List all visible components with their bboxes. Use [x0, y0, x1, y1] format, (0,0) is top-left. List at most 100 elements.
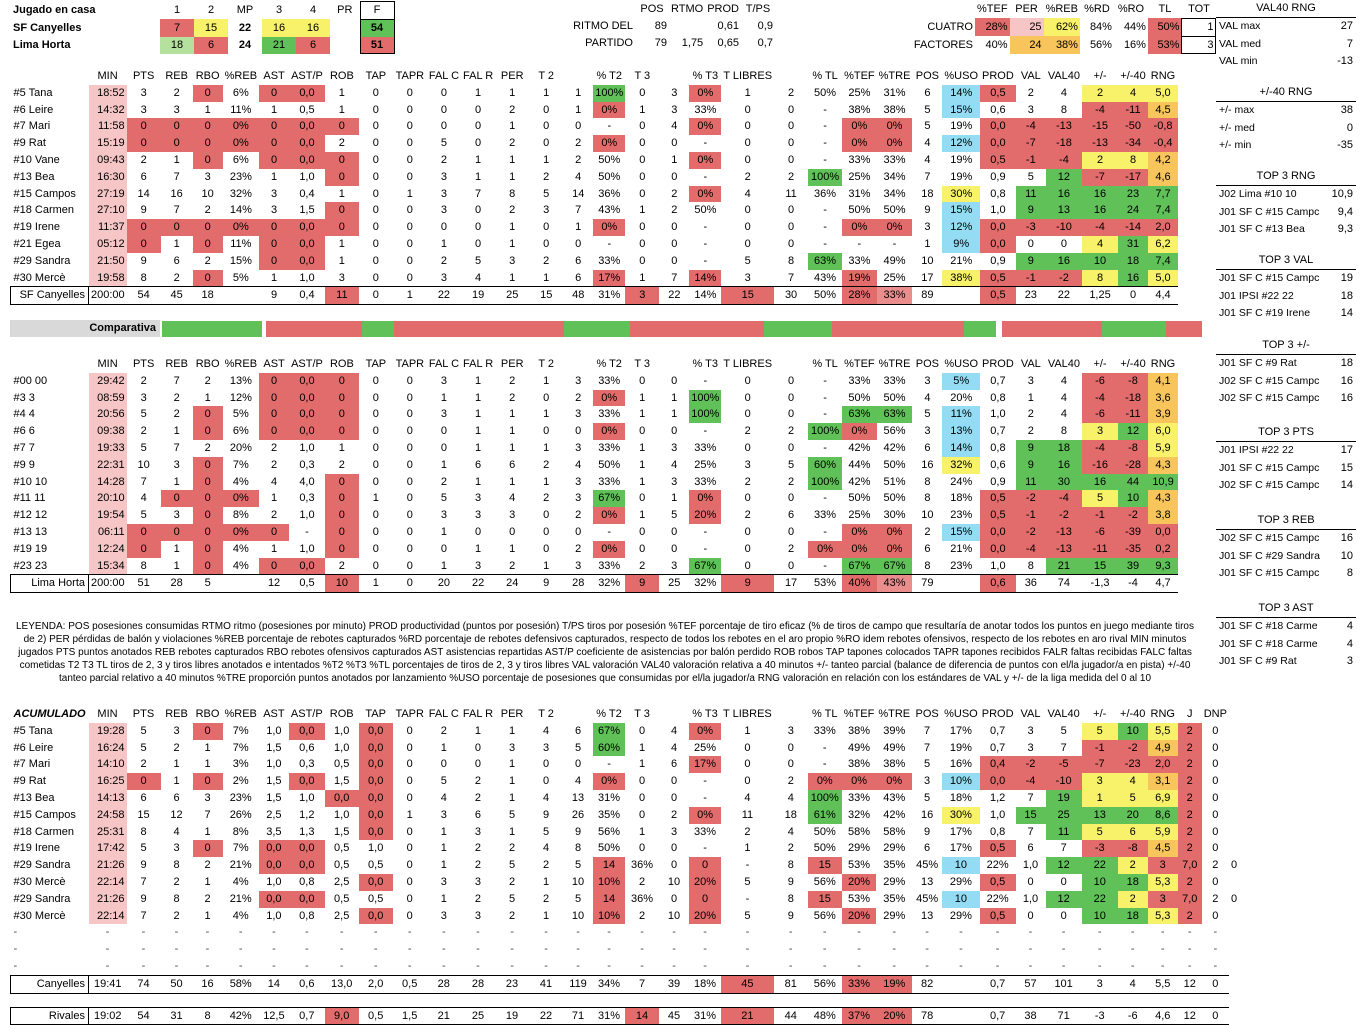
cell: 20:10 — [88, 490, 127, 508]
cell: -4 — [1015, 540, 1046, 558]
cell: -28 — [1118, 456, 1149, 474]
cell: 0 — [744, 542, 751, 555]
cell: 3 — [204, 791, 211, 804]
cell: 14 — [137, 187, 150, 200]
cell: 78 — [912, 1006, 943, 1025]
side-label: VAL min — [1219, 55, 1258, 68]
cell: - — [13, 926, 18, 939]
cell: 2 — [440, 475, 447, 488]
cell: 3 — [1147, 857, 1178, 874]
cell: 0,0 — [358, 722, 393, 740]
factors-table: %TEF PER %REB %RD %RO TL TOT CUATRO 28% 25 62% 84% 4… — [905, 1, 1217, 55]
side-value: 17 — [1340, 444, 1353, 457]
cell: 1 — [575, 221, 582, 234]
cell: 1 — [638, 825, 646, 838]
cell: 2 — [509, 137, 516, 150]
cell: - — [823, 221, 827, 234]
cell: 15 — [1015, 806, 1046, 824]
cell: 1 — [508, 791, 516, 804]
cell: 1 — [639, 391, 646, 404]
cell: 0 — [126, 219, 161, 236]
cell: 2 — [204, 254, 211, 267]
cell: FAL C — [426, 356, 462, 373]
cell: 0 — [192, 118, 223, 136]
player-row: #4 4 20:56 5 2 0 5% 0 0,0 0 0 0 3 1 1 1 3 33% 1 1 100% 0 0-63… — [11, 406, 1179, 424]
cell: 7% — [232, 458, 249, 471]
cell: 0 — [126, 235, 161, 253]
cell: 0% — [593, 101, 626, 119]
cell: 0 — [406, 374, 413, 387]
cell: 0 — [1212, 875, 1219, 888]
cell: 0 — [406, 441, 413, 454]
cell: 7 — [671, 271, 678, 284]
cell: 3 — [173, 509, 180, 522]
cell: 0 — [372, 271, 379, 284]
cell: 06:11 — [88, 523, 127, 541]
cell: 54 — [359, 19, 395, 37]
cell: 4 — [924, 391, 931, 404]
cell: 0 — [542, 775, 550, 788]
cell: - — [823, 237, 827, 250]
cell: 18% — [950, 492, 973, 505]
cell: 35% — [598, 808, 621, 821]
cell: 0,0 — [358, 789, 393, 807]
cell: 0 — [372, 559, 379, 572]
cell: - — [703, 374, 708, 387]
cell: 3 — [440, 909, 447, 922]
cell: 1 — [440, 825, 447, 838]
cell: 0,0 — [358, 823, 393, 841]
cell: - — [607, 525, 612, 538]
cell: 0 — [372, 221, 379, 234]
cell: T 3 — [625, 68, 660, 85]
player-row: #00 00 29:42 2 7 2 13% 0 0,0 0 0 0 3 1 2 1 3 33% 0 0-0 0-33… — [11, 372, 1179, 390]
cell: 0,0 — [358, 806, 393, 824]
cell: 1 — [508, 724, 516, 737]
cell: 22:14 — [88, 873, 127, 891]
cell: -1 — [1015, 151, 1046, 169]
cell: 0 — [1230, 892, 1238, 905]
cell: 1 — [638, 758, 646, 771]
cell: - — [544, 943, 548, 956]
cell: - — [788, 959, 793, 972]
cell: 5 — [574, 859, 582, 872]
cell: 32% — [689, 574, 722, 594]
cell: 23 — [495, 974, 530, 994]
cell: 4 — [1060, 391, 1067, 404]
cell: 18 — [1117, 907, 1148, 925]
side-label: J01 SF C #29 Sandra — [1219, 549, 1320, 562]
cell: 16 — [1082, 202, 1119, 220]
cell: 0 — [575, 525, 582, 538]
cell: 15% — [942, 202, 981, 220]
side-label: J01 SF C #15 Campc — [1219, 567, 1320, 580]
cell: 4 — [575, 458, 582, 471]
cell: 8 — [924, 475, 931, 488]
cell: 1,0 — [334, 741, 350, 754]
cell: 19% — [949, 741, 972, 754]
cell — [330, 19, 360, 36]
cell: 1 — [543, 559, 550, 572]
cell: 3 — [173, 103, 180, 116]
cell: 1 — [542, 875, 550, 888]
cell: 42% — [848, 441, 871, 454]
cell: 4,0 — [299, 475, 315, 488]
cell: 1,3 — [299, 825, 315, 838]
cell: %USO — [942, 356, 981, 373]
cell: 9,3 — [1148, 557, 1179, 575]
side-label: J01 IPSI #22 22 — [1219, 289, 1294, 302]
cell: 1,2 — [989, 791, 1006, 804]
side-label: VAL med — [1219, 37, 1262, 50]
cell: 0 — [744, 153, 751, 166]
cell: - — [823, 120, 827, 133]
cell: 0,5 — [980, 84, 1016, 102]
cell: 31 — [160, 1006, 193, 1025]
cell: #5 Tana — [13, 86, 53, 99]
cell: - — [1187, 926, 1192, 939]
cell: 6 — [788, 509, 795, 522]
side-label: J02 Lima #10 10 — [1219, 188, 1297, 201]
cell: 0 — [324, 540, 359, 558]
cell: 4 — [574, 775, 582, 788]
cell: - — [703, 775, 707, 788]
cell: 0 — [259, 118, 290, 136]
cell: 4 — [1060, 374, 1067, 387]
